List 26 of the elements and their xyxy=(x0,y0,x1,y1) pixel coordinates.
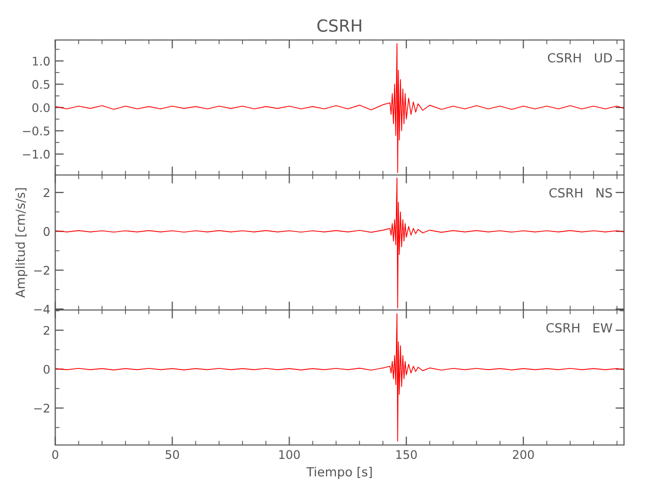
y-tick-label: −2 xyxy=(34,266,50,275)
y-tick-label: 2 xyxy=(44,326,50,335)
x-tick-label: 50 xyxy=(166,450,180,459)
x-tick-label: 200 xyxy=(512,450,534,459)
annotation: CSRH EW xyxy=(546,323,612,333)
x-axis-title: Tiempo [s] xyxy=(306,466,372,479)
x-tick-label: 150 xyxy=(396,450,417,459)
line-series xyxy=(55,313,624,442)
chart-title: CSRH xyxy=(317,19,362,32)
y-tick-label: −1.0 xyxy=(22,150,50,159)
y-tick-label: 0 xyxy=(44,364,50,374)
x-tick-label: 100 xyxy=(279,450,300,459)
y-tick-label: −4 xyxy=(34,304,50,314)
y-tick-label: 0.0 xyxy=(32,103,50,112)
y-tick-label: 0.5 xyxy=(32,80,50,89)
y-axis-title: Amplitud [cm/s/s] xyxy=(15,188,28,298)
x-tick-label: 0 xyxy=(52,450,58,459)
y-tick-label: −2 xyxy=(34,404,50,413)
y-tick-label: 2 xyxy=(44,188,50,197)
annotation: CSRH NS xyxy=(549,188,612,198)
y-tick-label: 0 xyxy=(44,227,50,236)
y-tick-label: −0.5 xyxy=(22,126,50,136)
line-series xyxy=(55,43,624,174)
y-tick-label: 1.0 xyxy=(32,56,50,66)
annotation: CSRH UD xyxy=(548,53,612,63)
line-series xyxy=(55,177,624,308)
